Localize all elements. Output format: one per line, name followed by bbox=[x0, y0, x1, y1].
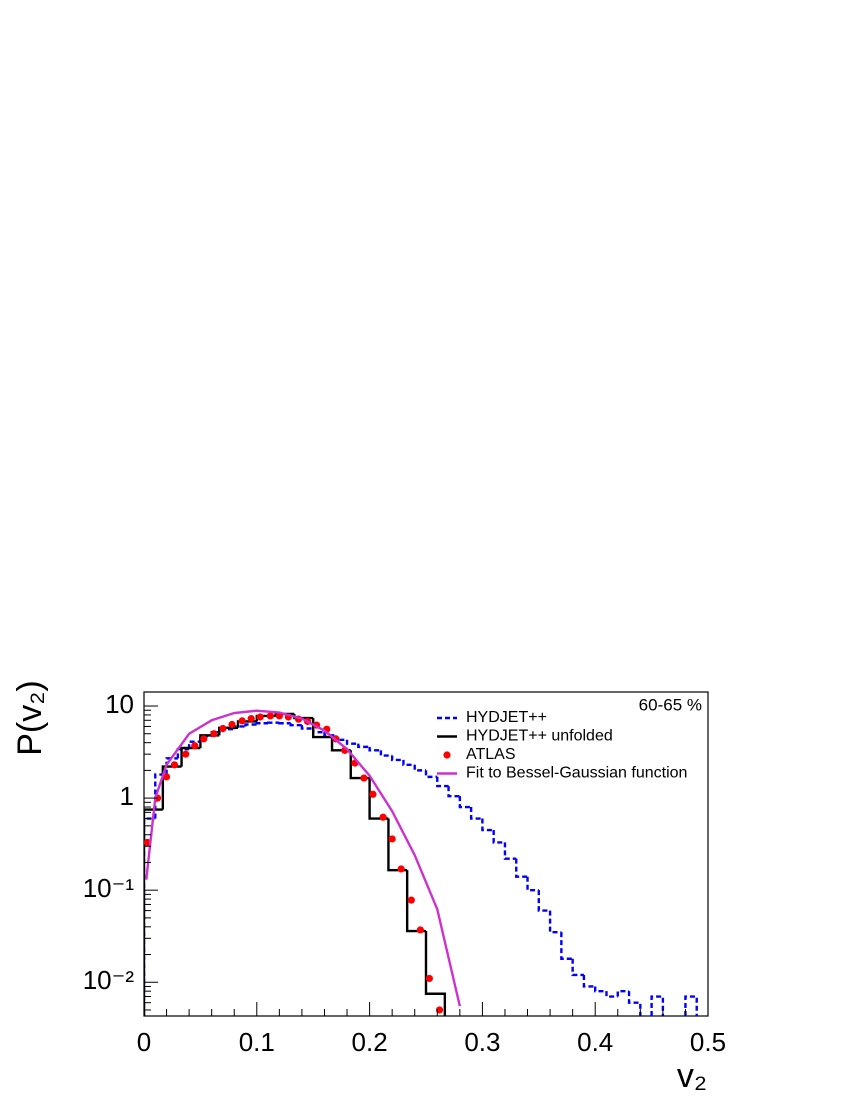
legend-marker bbox=[443, 751, 451, 759]
histogram-bin bbox=[144, 808, 163, 1016]
annotation: 60-65 % bbox=[639, 695, 702, 714]
histogram-bin bbox=[144, 817, 156, 1016]
x-tick-label: 0.2 bbox=[352, 1027, 388, 1057]
histogram-bin bbox=[526, 876, 539, 892]
histogram-bin bbox=[650, 995, 665, 1016]
data-point bbox=[425, 974, 433, 983]
histogram-bin bbox=[402, 759, 415, 766]
x-axis-label: v₂ bbox=[677, 1057, 707, 1095]
histogram-bin bbox=[255, 722, 269, 725]
data-point bbox=[266, 712, 274, 720]
y-tick-label: 10 bbox=[105, 689, 134, 719]
x-tick-label: 0 bbox=[137, 1027, 151, 1057]
legend-label: HYDJET++ bbox=[466, 709, 547, 726]
data-point bbox=[407, 896, 415, 904]
x-tick-label: 0.5 bbox=[690, 1027, 726, 1057]
histogram-bin bbox=[436, 776, 449, 788]
histogram-bin bbox=[605, 991, 618, 998]
histogram-bin bbox=[627, 991, 642, 1016]
histogram-bin bbox=[447, 786, 460, 798]
y-axis-label: P(v₂) bbox=[11, 680, 49, 756]
histogram-bin bbox=[560, 932, 573, 960]
y-tick-label: 10⁻¹ bbox=[83, 873, 135, 903]
data-point bbox=[388, 835, 396, 843]
histogram-bin bbox=[165, 757, 178, 775]
plot-area bbox=[144, 709, 698, 1016]
data-point bbox=[191, 742, 199, 750]
histogram-bin bbox=[582, 974, 596, 988]
data-point bbox=[397, 865, 405, 873]
histogram-bin bbox=[368, 746, 381, 752]
histogram-bin bbox=[413, 764, 426, 772]
histogram-bin bbox=[492, 830, 505, 844]
y-tick-label: 1 bbox=[120, 781, 134, 811]
histogram-bin bbox=[515, 858, 528, 878]
data-point bbox=[210, 730, 218, 738]
data-point bbox=[162, 773, 171, 781]
histogram-bin bbox=[616, 989, 630, 997]
histogram-bin bbox=[390, 755, 404, 762]
histogram-bin bbox=[379, 750, 393, 757]
data-point bbox=[416, 926, 424, 934]
data-point bbox=[247, 715, 255, 723]
histogram-bin bbox=[424, 931, 447, 1016]
histogram-bin bbox=[458, 796, 472, 809]
fit-curve bbox=[145, 709, 462, 1007]
histogram-bin bbox=[684, 995, 698, 1016]
y-tick-label: 10⁻² bbox=[83, 965, 135, 995]
x-tick-label: 0.3 bbox=[464, 1027, 500, 1057]
histogram-bin bbox=[266, 721, 280, 724]
histogram-bin bbox=[244, 723, 257, 727]
x-tick-label: 0.1 bbox=[239, 1027, 275, 1057]
data-point bbox=[379, 813, 387, 821]
histogram-bin bbox=[537, 890, 551, 912]
histogram-bin bbox=[345, 739, 359, 745]
histogram-bin bbox=[289, 723, 302, 727]
legend-label: Fit to Bessel-Gaussian function bbox=[466, 765, 687, 782]
x-tick-label: 0.4 bbox=[577, 1027, 613, 1057]
histogram-bin bbox=[571, 958, 584, 977]
histogram-bin bbox=[278, 722, 291, 725]
data-point bbox=[238, 717, 246, 725]
data-point bbox=[200, 735, 208, 743]
histogram-bin bbox=[594, 986, 607, 993]
data-point bbox=[182, 750, 190, 758]
data-point bbox=[228, 720, 236, 729]
histogram-bin bbox=[300, 725, 314, 730]
data-point bbox=[360, 774, 368, 782]
histogram-bin bbox=[368, 778, 389, 820]
data-point bbox=[256, 713, 264, 721]
data-point bbox=[219, 724, 227, 733]
histogram-bin bbox=[187, 740, 201, 750]
histogram-bin bbox=[503, 842, 517, 860]
histogram-bin bbox=[387, 818, 408, 872]
data-point bbox=[170, 761, 179, 769]
histogram-bin bbox=[481, 818, 494, 832]
data-point bbox=[369, 790, 377, 798]
histogram-bin bbox=[548, 910, 562, 934]
legend-label: ATLAS bbox=[466, 746, 516, 763]
histogram-bin bbox=[469, 807, 483, 820]
histogram-bin bbox=[357, 743, 370, 749]
histogram-bin bbox=[424, 770, 438, 779]
legend-label: HYDJET++ unfolded bbox=[466, 728, 613, 745]
